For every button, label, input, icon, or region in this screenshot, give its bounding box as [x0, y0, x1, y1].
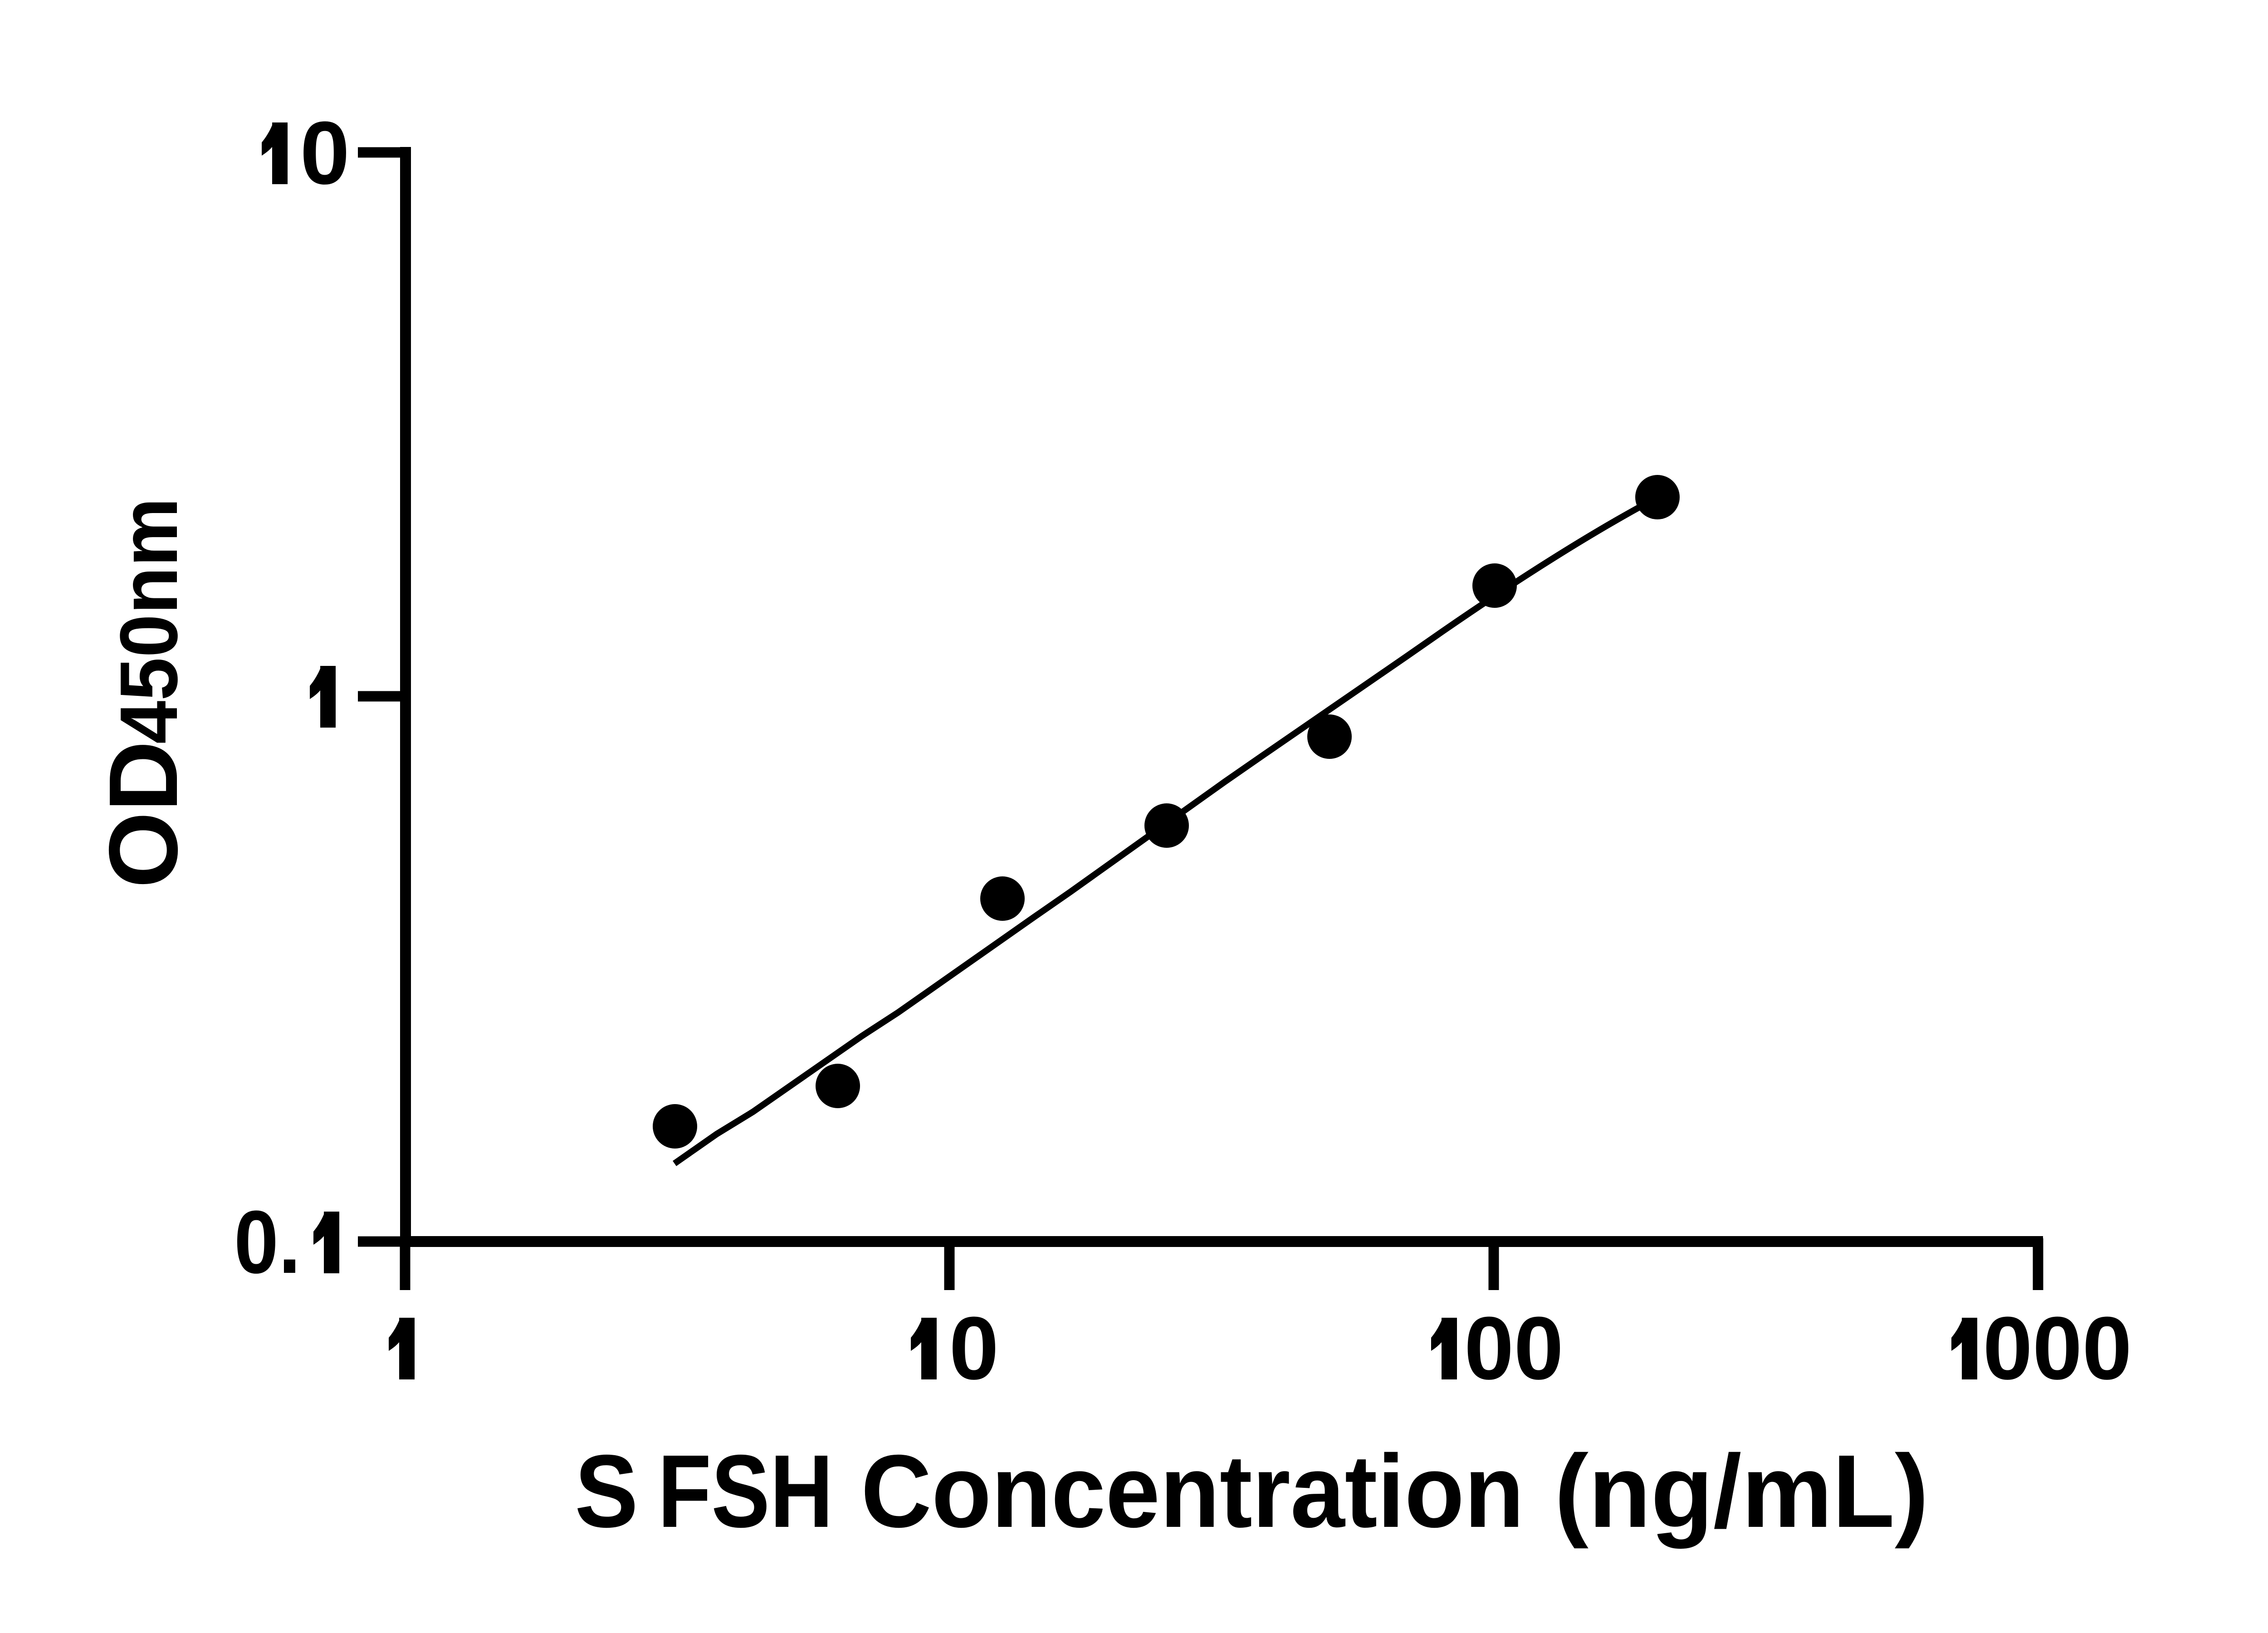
svg-text:0: 0 — [300, 103, 350, 203]
svg-text:OD: OD — [88, 741, 198, 888]
svg-text:000: 000 — [1983, 1298, 2132, 1398]
svg-text:0: 0 — [949, 1298, 999, 1398]
svg-text:(ng/mL): (ng/mL) — [1554, 1434, 1929, 1549]
svg-text:00: 00 — [1464, 1298, 1564, 1398]
svg-text:0.: 0. — [234, 1192, 301, 1292]
svg-text:Concentration: Concentration — [861, 1434, 1524, 1549]
svg-text:450nm: 450nm — [103, 498, 195, 744]
svg-text:FSH: FSH — [658, 1434, 833, 1549]
svg-text:S: S — [575, 1434, 638, 1549]
